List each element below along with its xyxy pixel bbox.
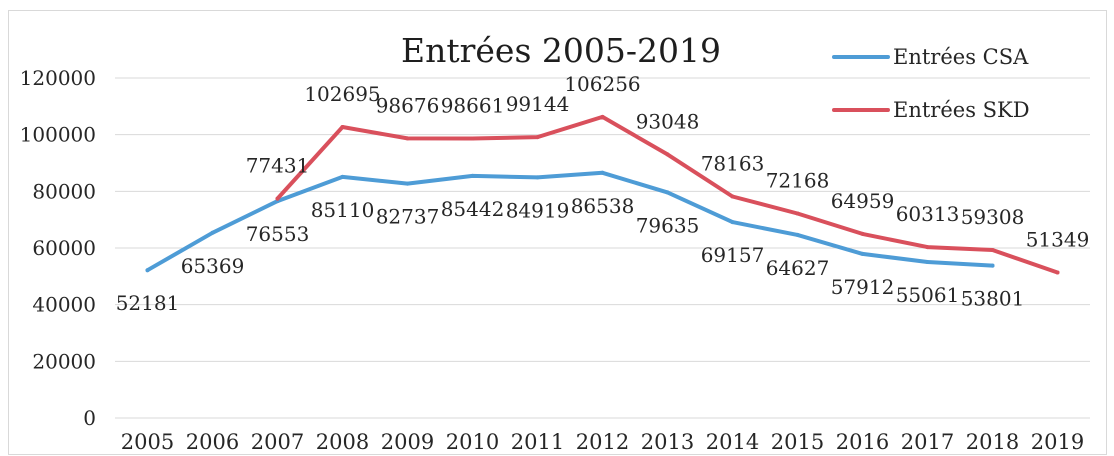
data-point xyxy=(795,211,800,216)
data-label: 86538 xyxy=(571,194,635,218)
data-label: 98661 xyxy=(441,94,505,118)
data-point xyxy=(340,174,345,179)
data-label: 79635 xyxy=(636,213,700,237)
y-tick-label: 60000 xyxy=(32,236,96,260)
data-point xyxy=(600,114,605,119)
data-label: 84919 xyxy=(506,198,570,222)
x-axis-labels: 2005 2006 2007 2008 2009 2010 2011 2012 2013 2014… xyxy=(121,430,1084,454)
y-tick-label: 20000 xyxy=(32,349,96,373)
y-tick-label: 40000 xyxy=(32,293,96,317)
data-label: 52181 xyxy=(116,291,180,315)
data-point xyxy=(730,220,735,225)
x-tick-label: 2005 xyxy=(121,430,174,454)
data-label: 77431 xyxy=(246,154,310,178)
y-tick-label: 100000 xyxy=(20,123,96,147)
chart-title: Entrées 2005-2019 xyxy=(401,31,721,70)
data-point xyxy=(730,194,735,199)
data-label: 85442 xyxy=(441,197,505,221)
data-label: 76553 xyxy=(246,222,310,246)
data-point xyxy=(665,190,670,195)
x-tick-label: 2017 xyxy=(901,430,954,454)
data-point xyxy=(1055,270,1060,275)
data-label: 78163 xyxy=(701,152,765,176)
data-label: 69157 xyxy=(701,243,765,267)
x-tick-label: 2006 xyxy=(186,430,239,454)
data-label: 55061 xyxy=(896,283,960,307)
data-label: 102695 xyxy=(304,82,380,106)
x-tick-label: 2019 xyxy=(1031,430,1084,454)
y-tick-label: 80000 xyxy=(32,179,96,203)
data-point xyxy=(535,135,540,140)
data-point xyxy=(925,245,930,250)
x-tick-label: 2014 xyxy=(706,430,759,454)
data-point xyxy=(470,136,475,141)
data-label: 59308 xyxy=(961,205,1025,229)
data-point xyxy=(145,268,150,273)
gridlines xyxy=(115,77,1090,419)
data-point xyxy=(405,136,410,141)
series-entrees-skd xyxy=(275,114,1060,275)
x-tick-label: 2011 xyxy=(511,430,564,454)
y-axis-labels: 0 20000 40000 60000 80000 100000 120000 xyxy=(20,66,96,430)
series-lines xyxy=(145,114,1060,275)
data-label: 57912 xyxy=(831,275,895,299)
data-point xyxy=(470,173,475,178)
data-label: 65369 xyxy=(181,254,245,278)
x-tick-label: 2009 xyxy=(381,430,434,454)
x-tick-label: 2016 xyxy=(836,430,889,454)
data-point xyxy=(275,196,280,201)
x-tick-label: 2015 xyxy=(771,430,824,454)
data-point xyxy=(210,230,215,235)
x-tick-label: 2010 xyxy=(446,430,499,454)
data-point xyxy=(990,263,995,268)
data-point xyxy=(860,231,865,236)
data-point xyxy=(535,175,540,180)
data-label: 85110 xyxy=(311,198,375,222)
data-label: 64959 xyxy=(831,189,895,213)
data-label: 82737 xyxy=(376,205,440,229)
x-tick-label: 2012 xyxy=(576,430,629,454)
legend-label-skd: Entrées SKD xyxy=(893,98,1030,122)
legend-item-skd: Entrées SKD xyxy=(832,98,1030,122)
series-entrees-csa xyxy=(145,170,995,273)
data-point xyxy=(925,260,930,264)
data-point xyxy=(340,125,345,129)
x-tick-label: 2008 xyxy=(316,430,369,454)
data-point xyxy=(795,232,800,237)
data-label: 93048 xyxy=(636,109,700,133)
legend-item-csa: Entrées CSA xyxy=(832,45,1029,69)
chart-frame xyxy=(8,10,1107,455)
data-label: 106256 xyxy=(564,72,640,96)
x-tick-label: 2013 xyxy=(641,430,694,454)
series-line-entrees-csa xyxy=(145,170,995,273)
legend-label-csa: Entrées CSA xyxy=(893,45,1029,69)
data-point xyxy=(990,248,995,252)
data-label: 60313 xyxy=(896,202,960,226)
data-label: 99144 xyxy=(506,92,570,116)
y-tick-label: 0 xyxy=(83,406,96,430)
data-point xyxy=(405,181,410,186)
x-tick-label: 2007 xyxy=(251,430,304,454)
data-point xyxy=(600,170,605,175)
data-label: 64627 xyxy=(766,256,830,280)
y-tick-label: 120000 xyxy=(20,66,96,90)
data-point xyxy=(860,251,865,256)
data-label: 98676 xyxy=(376,93,440,117)
data-label: 72168 xyxy=(766,169,830,193)
x-tick-label: 2018 xyxy=(966,430,1019,454)
data-point xyxy=(665,152,670,157)
data-label: 53801 xyxy=(961,287,1025,311)
legend: Entrées CSA Entrées SKD xyxy=(832,45,1030,122)
data-label: 51349 xyxy=(1026,228,1090,252)
